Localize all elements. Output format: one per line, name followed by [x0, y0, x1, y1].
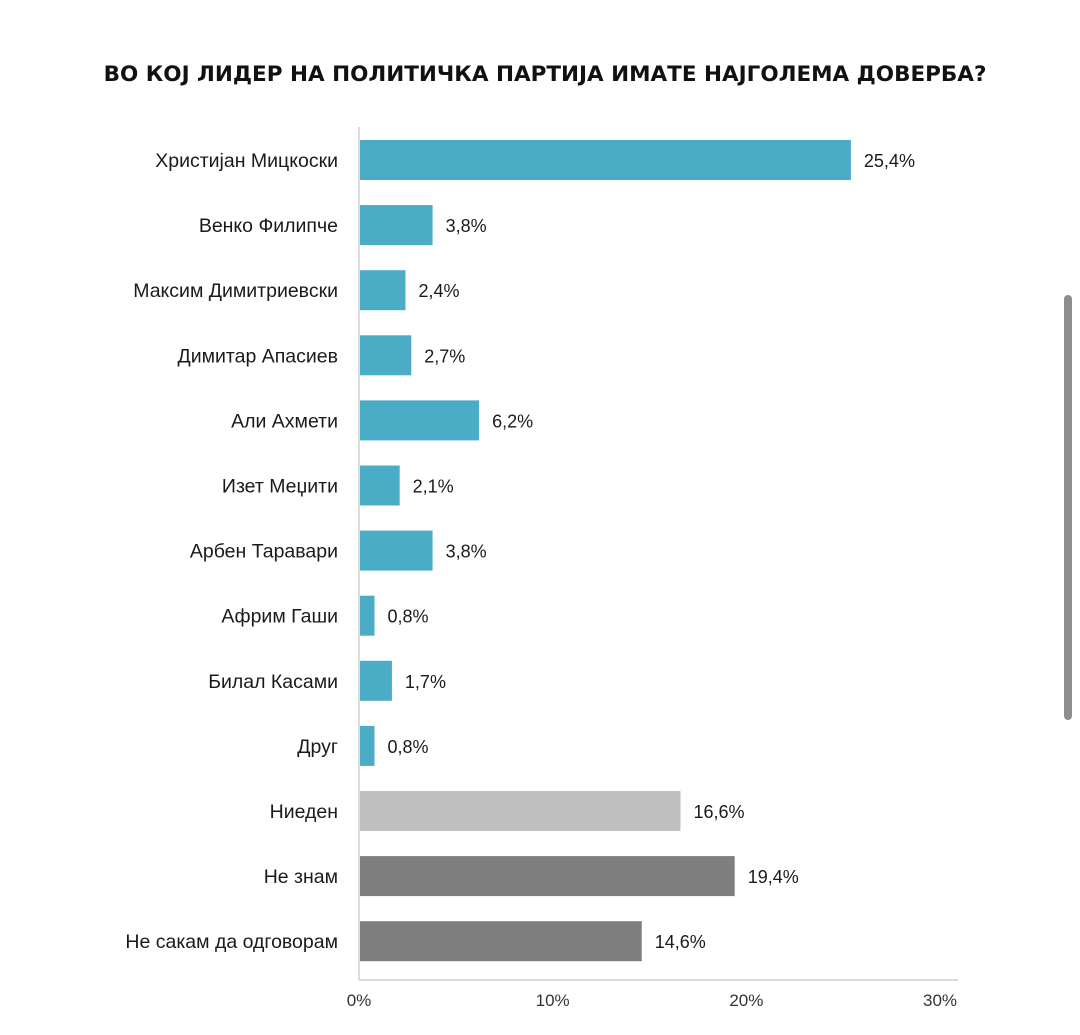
category-label: Билал Касами: [208, 671, 338, 693]
x-tick-label: 20%: [729, 991, 763, 1010]
bar: [360, 400, 480, 441]
bar: [360, 921, 642, 962]
category-label: Венко Филипче: [199, 215, 338, 237]
chart-title: ВО КОЈ ЛИДЕР НА ПОЛИТИЧКА ПАРТИЈА ИМАТЕ …: [103, 62, 987, 87]
bar: [360, 856, 735, 897]
bar: [360, 270, 406, 311]
bar: [360, 660, 392, 701]
x-tick-label: 30%: [923, 991, 957, 1010]
category-label: Изет Меџити: [222, 476, 338, 498]
data-label: 0,8%: [387, 737, 428, 757]
category-label: Христијан Мицкоски: [155, 150, 338, 172]
category-label: Африм Гаши: [221, 606, 338, 628]
data-label: 25,4%: [864, 151, 915, 171]
bar: [360, 530, 433, 571]
category-label: Али Ахмети: [231, 410, 338, 432]
data-label: 1,7%: [405, 672, 446, 692]
data-label: 3,8%: [446, 216, 487, 236]
data-label: 2,4%: [418, 281, 459, 301]
bars-group: [360, 140, 851, 962]
data-label: 6,2%: [492, 411, 533, 431]
data-label: 16,6%: [693, 802, 744, 822]
bar: [360, 335, 412, 376]
bar: [360, 205, 433, 246]
data-label: 2,7%: [424, 346, 465, 366]
bar: [360, 465, 400, 506]
category-label: Не сакам да одговорам: [125, 931, 338, 953]
category-label: Друг: [297, 736, 338, 758]
data-label: 19,4%: [748, 867, 799, 887]
category-label: Арбен Таравари: [190, 541, 338, 563]
category-label: Димитар Апасиев: [178, 345, 338, 367]
bar: [360, 595, 375, 636]
data-label: 0,8%: [387, 607, 428, 627]
data-label: 3,8%: [446, 542, 487, 562]
category-label: Максим Димитриевски: [133, 280, 338, 302]
bar: [360, 725, 375, 766]
category-labels-group: Христијан Мицкоски Венко Филипче Максим Ди…: [125, 150, 338, 953]
vertical-scrollbar[interactable]: [1064, 295, 1072, 720]
category-label: Ниеден: [270, 801, 338, 823]
data-label: 14,6%: [655, 932, 706, 952]
data-label: 2,1%: [413, 477, 454, 497]
category-label: Не знам: [264, 866, 338, 888]
bar: [360, 791, 681, 831]
axes-group: 0% 10% 20% 30%: [347, 127, 958, 1010]
value-labels-group: 25,4% 3,8% 2,4% 2,7% 6,2% 2,1% 3,8% 0,8% 1,7% 0,8…: [387, 151, 914, 952]
bar: [360, 140, 851, 180]
x-tick-label: 10%: [536, 991, 570, 1010]
x-tick-label: 0%: [347, 991, 372, 1010]
